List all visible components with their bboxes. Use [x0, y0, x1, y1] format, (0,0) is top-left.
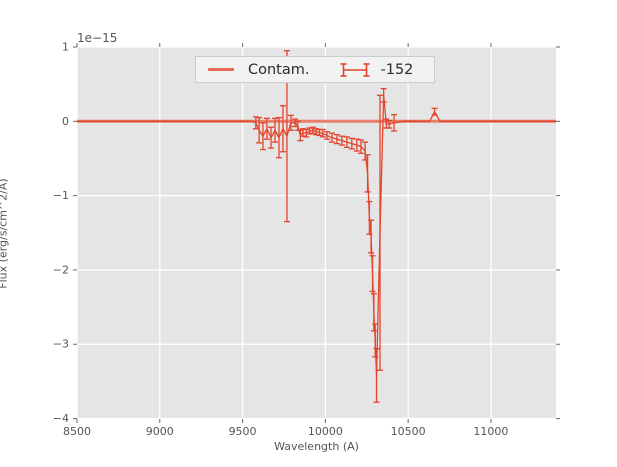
x-tick-label: 9500 — [229, 425, 257, 438]
y-axis-label: Flux (erg/s/cm^2/A) — [0, 178, 10, 289]
x-tick-label: 10000 — [308, 425, 343, 438]
flux-line — [77, 94, 556, 377]
legend-label-contam: Contam. — [248, 61, 310, 78]
y-tick-label: 1 — [62, 41, 69, 54]
x-tick-label: 9000 — [146, 425, 174, 438]
y-tick-label: −3 — [53, 338, 69, 351]
x-tick-label: 10500 — [391, 425, 426, 438]
y-tick-label: −4 — [53, 412, 69, 425]
legend-item-152: -152 — [310, 61, 414, 79]
x-tick-label: 11000 — [473, 425, 508, 438]
y-tick-label: −1 — [53, 189, 69, 202]
axes-background — [77, 47, 556, 419]
legend-item-contam: Contam. — [196, 62, 310, 78]
y-axis-offset-text: 1e−15 — [77, 31, 118, 45]
y-tick-label: −2 — [53, 263, 69, 276]
x-tick-label: 8500 — [63, 425, 91, 438]
errorbar-glyph-icon — [340, 62, 369, 77]
y-tick-label: 0 — [62, 115, 69, 128]
legend: Contam. -152 — [195, 56, 435, 83]
contam-line-swatch-icon — [208, 68, 234, 71]
x-axis-label: Wavelength (A) — [274, 440, 359, 453]
legend-label-152: -152 — [380, 61, 414, 78]
